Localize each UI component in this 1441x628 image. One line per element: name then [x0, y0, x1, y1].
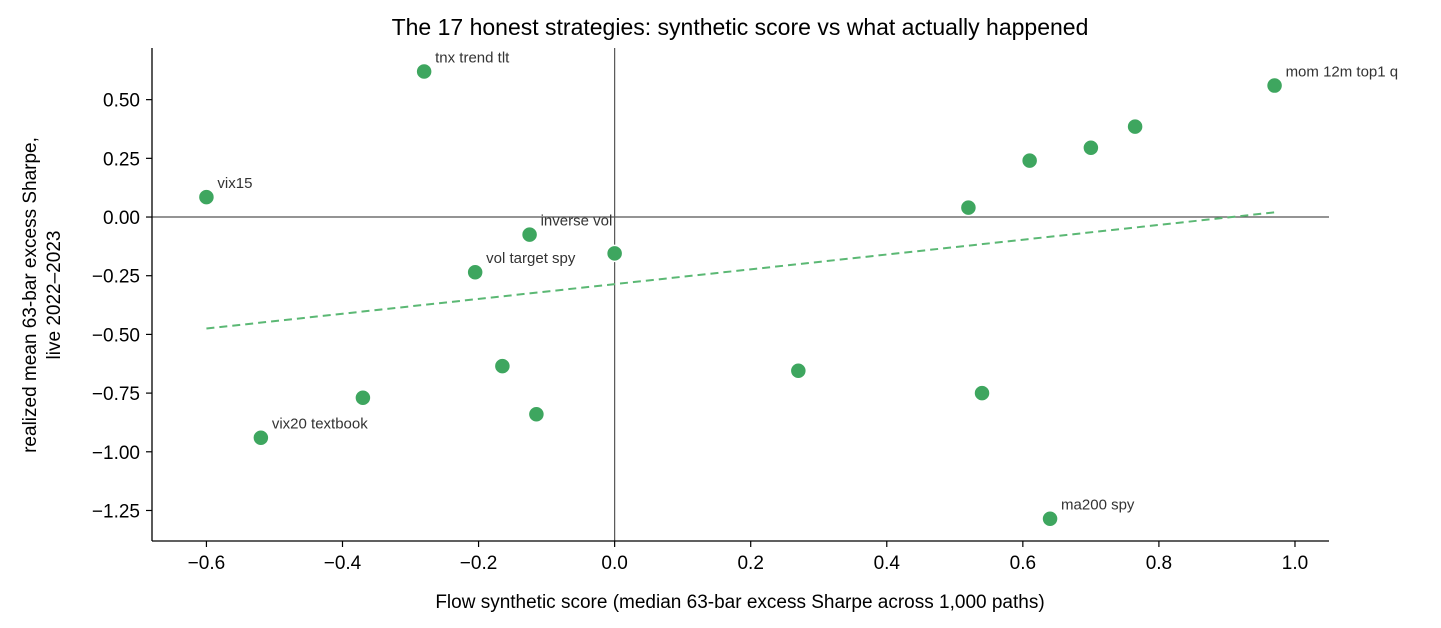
point-label: vol target spy	[486, 250, 576, 267]
x-tick-label: 0.0	[601, 553, 627, 574]
x-tick-label: 0.6	[1010, 553, 1036, 574]
y-tick-label: 0.25	[103, 149, 140, 170]
chart-title: The 17 honest strategies: synthetic scor…	[392, 14, 1089, 40]
y-tick-label: 0.00	[103, 208, 140, 229]
data-point	[1126, 117, 1144, 136]
data-point	[973, 384, 991, 402]
point-label: mom 12m top1 q	[1286, 64, 1399, 81]
data-point	[197, 188, 216, 206]
y-axis-label-line-1: realized mean 63-bar excess Sharpe,	[20, 137, 41, 453]
point-label: vix20 textbook	[272, 416, 368, 433]
y-tick-label: −0.25	[92, 267, 140, 288]
point-label: ma200 spy	[1061, 497, 1135, 514]
y-axis-label-line-2: live 2022–2023	[44, 231, 65, 360]
y-tick-label: −0.75	[92, 384, 140, 405]
data-point	[959, 198, 978, 217]
x-tick-label: −0.6	[188, 553, 226, 574]
y-tick-label: 0.50	[103, 91, 140, 112]
point-label: tnx trend tlt	[435, 49, 510, 66]
data-point	[252, 428, 270, 447]
data-point	[1041, 509, 1059, 528]
x-tick-label: 0.4	[874, 553, 901, 574]
data-point	[527, 405, 546, 423]
data-point	[1020, 151, 1039, 170]
data-point	[605, 244, 624, 263]
data-point	[1265, 76, 1284, 95]
x-tick-label: 1.0	[1282, 553, 1308, 574]
data-point	[493, 357, 512, 375]
x-tick-label: 0.8	[1146, 553, 1172, 574]
x-tick-label: −0.4	[324, 553, 362, 574]
trend-line	[206, 211, 1275, 330]
data-point	[520, 225, 539, 244]
point-label: vix15	[217, 175, 252, 192]
x-axis-label: Flow synthetic score (median 63-bar exce…	[435, 592, 1044, 613]
y-tick-label: −1.25	[92, 501, 140, 522]
x-tick-label: −0.2	[460, 553, 498, 574]
point-label: inverse vol	[541, 213, 613, 230]
y-tick-label: −1.00	[92, 443, 140, 464]
data-point	[415, 62, 433, 81]
x-tick-label: 0.2	[737, 553, 763, 574]
data-point	[789, 362, 808, 380]
data-point	[354, 389, 372, 407]
data-point	[1082, 139, 1100, 157]
y-tick-label: −0.50	[92, 325, 140, 346]
data-point	[466, 263, 484, 281]
plot-area: tnx trend tlt mom 12m top1 q vix15 inverse …	[92, 48, 1398, 574]
